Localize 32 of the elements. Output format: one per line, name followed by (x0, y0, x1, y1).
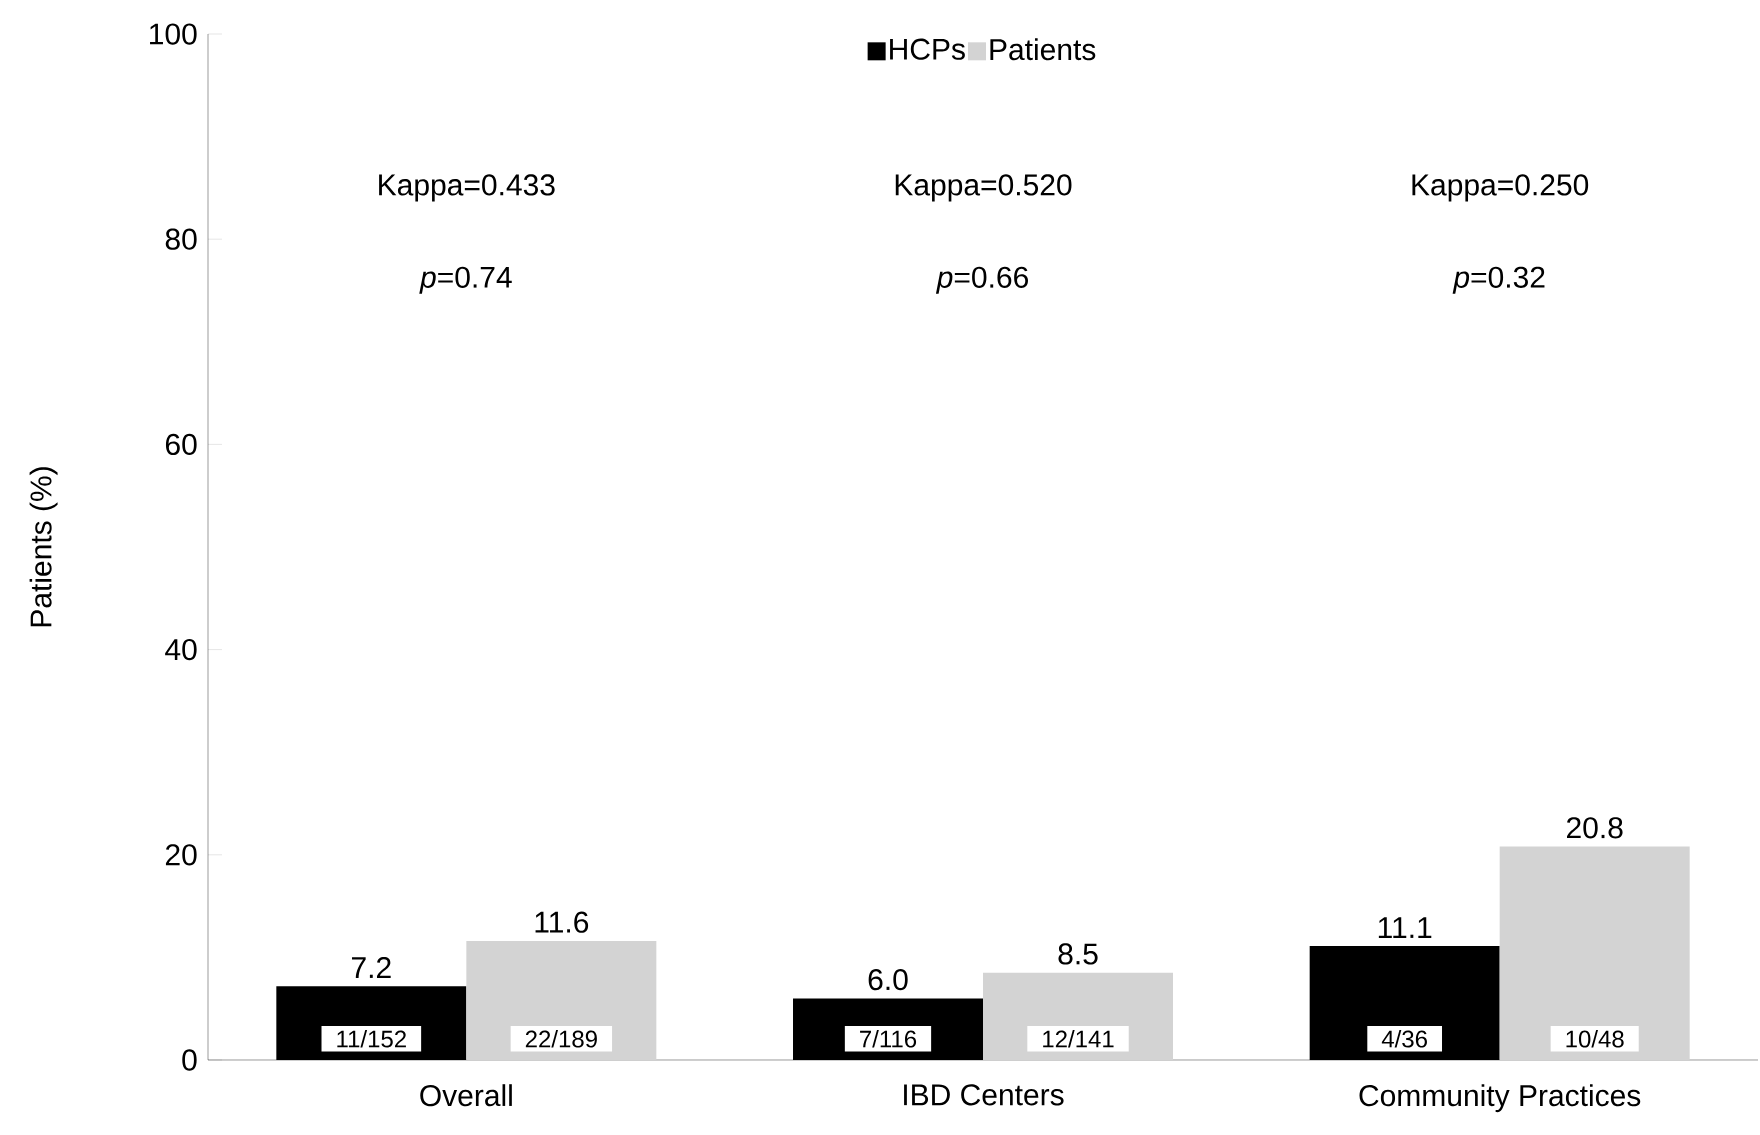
y-tick-label: 80 (165, 228, 197, 250)
annotation: Kappa=0.433 (379, 174, 555, 202)
annotation: Kappa=0.520 (895, 174, 1072, 202)
data-label: 8.5 (1058, 943, 1098, 965)
annotation: p=0.74 (419, 266, 512, 294)
legend-label: HCPs (890, 38, 965, 60)
data-label: 6.0 (868, 968, 908, 991)
annotation: 12/141 (1043, 1029, 1114, 1048)
legend-label: Patients (990, 38, 1096, 61)
data-label: 11.1 (1378, 917, 1432, 938)
data-label: 11.6 (535, 911, 589, 933)
data-label: 20.8 (1567, 817, 1623, 839)
x-tick-label: IBD Centers (904, 1084, 1064, 1106)
y-tick-label: 60 (165, 433, 197, 456)
annotation: 4/36 (1381, 1029, 1427, 1048)
y-tick-label: 20 (165, 844, 197, 866)
data-label: 7.2 (352, 956, 391, 978)
x-tick-label: Overall (420, 1084, 512, 1107)
y-tick-label: 0 (182, 1049, 197, 1071)
bar (1499, 846, 1690, 1060)
y-tick-label: 40 (165, 638, 197, 661)
y-axis-title: Patients (%) (29, 467, 58, 627)
annotation: 22/189 (525, 1029, 597, 1048)
annotation: 7/116 (860, 1029, 917, 1048)
annotation: Kappa=0.250 (1412, 174, 1589, 202)
annotation: p=0.32 (1452, 266, 1545, 294)
annotation: p=0.66 (935, 266, 1028, 294)
annotation: 10/48 (1566, 1029, 1624, 1048)
x-tick-label: Community Practices (1359, 1084, 1641, 1113)
y-tick-label: 100 (150, 23, 197, 45)
bar (466, 940, 657, 1060)
annotation: 11/152 (337, 1029, 406, 1048)
